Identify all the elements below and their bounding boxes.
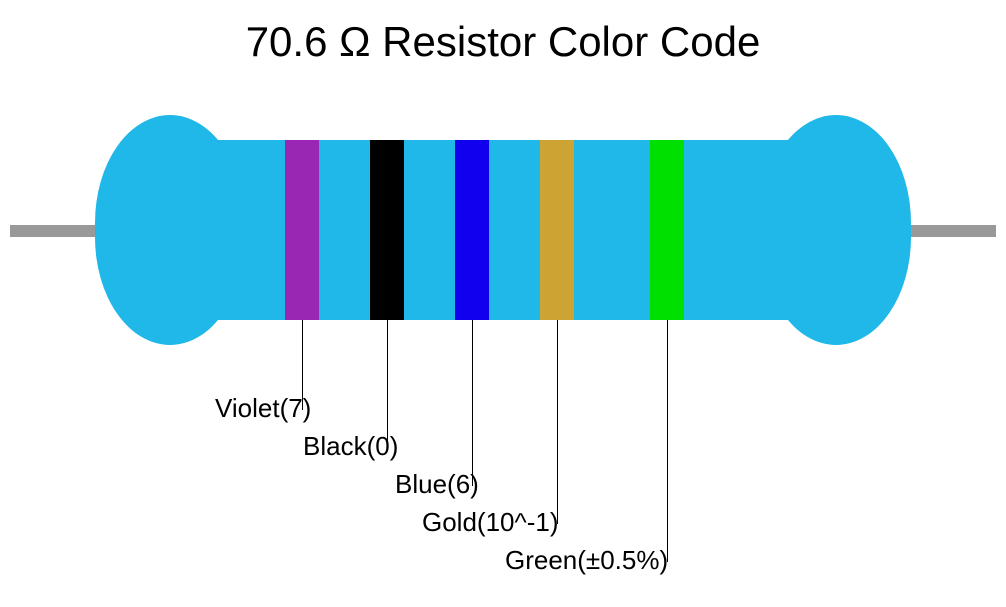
resistor-diagram — [0, 95, 1006, 365]
label-violet: Violet(7) — [215, 393, 311, 424]
band-green — [650, 140, 684, 320]
leader-black — [387, 320, 388, 448]
leader-green — [667, 320, 668, 562]
band-gold — [540, 140, 574, 320]
leader-blue — [472, 320, 473, 486]
band-violet — [285, 140, 319, 320]
label-blue: Blue(6) — [395, 469, 479, 500]
band-blue — [455, 140, 489, 320]
label-green: Green(±0.5%) — [505, 545, 668, 576]
label-gold: Gold(10^-1) — [422, 507, 558, 538]
resistor-body — [175, 140, 831, 320]
label-black: Black(0) — [303, 431, 398, 462]
band-black — [370, 140, 404, 320]
leader-gold — [557, 320, 558, 524]
diagram-title: 70.6 Ω Resistor Color Code — [0, 18, 1006, 66]
